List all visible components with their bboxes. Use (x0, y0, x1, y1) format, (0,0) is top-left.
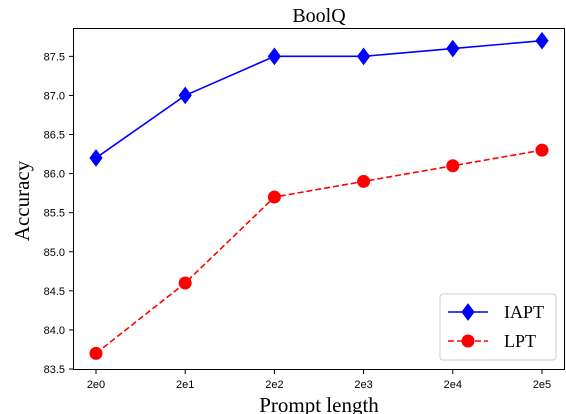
y-tick-label: 86.0 (44, 169, 65, 181)
x-tick-label: 2e3 (354, 379, 372, 391)
y-tick-label: 85.0 (44, 247, 65, 259)
x-tick-label: 2e4 (444, 379, 462, 391)
data-point-iapt (89, 149, 103, 167)
legend-marker-lpt (461, 334, 475, 348)
x-tick-label: 2e0 (87, 379, 105, 391)
plot-frame (73, 28, 565, 370)
legend-marker-iapt (461, 303, 475, 321)
y-tick-label: 87.0 (44, 90, 65, 102)
data-point-lpt (89, 346, 103, 360)
data-point-iapt (446, 39, 460, 58)
series-line-lpt (95, 149, 543, 354)
y-tick-label: 86.5 (44, 130, 65, 142)
y-tick-label: 84.0 (44, 325, 65, 337)
data-point-lpt (178, 276, 192, 290)
series-line-iapt (95, 39, 543, 159)
y-tick-label: 84.5 (44, 286, 65, 298)
plot-area: 83.5 84.0 84.5 85.0 85.5 86.0 86.5 87.0 87.5 2e0 2… (44, 31, 551, 391)
chart-title: BoolQ (292, 5, 346, 27)
data-point-iapt (267, 47, 282, 66)
data-point-lpt (446, 159, 460, 173)
x-axis-label: Prompt length (259, 393, 379, 414)
y-axis-label: Accuracy (10, 160, 34, 241)
y-tick-label: 85.5 (44, 208, 65, 220)
data-point-lpt (357, 174, 371, 188)
legend-label-lpt: LPT (504, 331, 536, 351)
y-tick-label: 87.5 (44, 51, 65, 63)
data-point-lpt (267, 190, 281, 204)
legend-label-iapt: IAPT (504, 302, 544, 322)
y-tick-label: 83.5 (44, 364, 65, 376)
data-point-iapt (535, 31, 549, 50)
x-tick-label: 2e1 (176, 379, 194, 391)
x-tick-label: 2e2 (265, 379, 283, 391)
x-tick-label: 2e5 (533, 379, 551, 391)
data-point-lpt (535, 143, 549, 157)
data-point-iapt (356, 47, 371, 66)
legend: IAPT LPT (439, 293, 557, 361)
data-point-iapt (178, 86, 192, 105)
